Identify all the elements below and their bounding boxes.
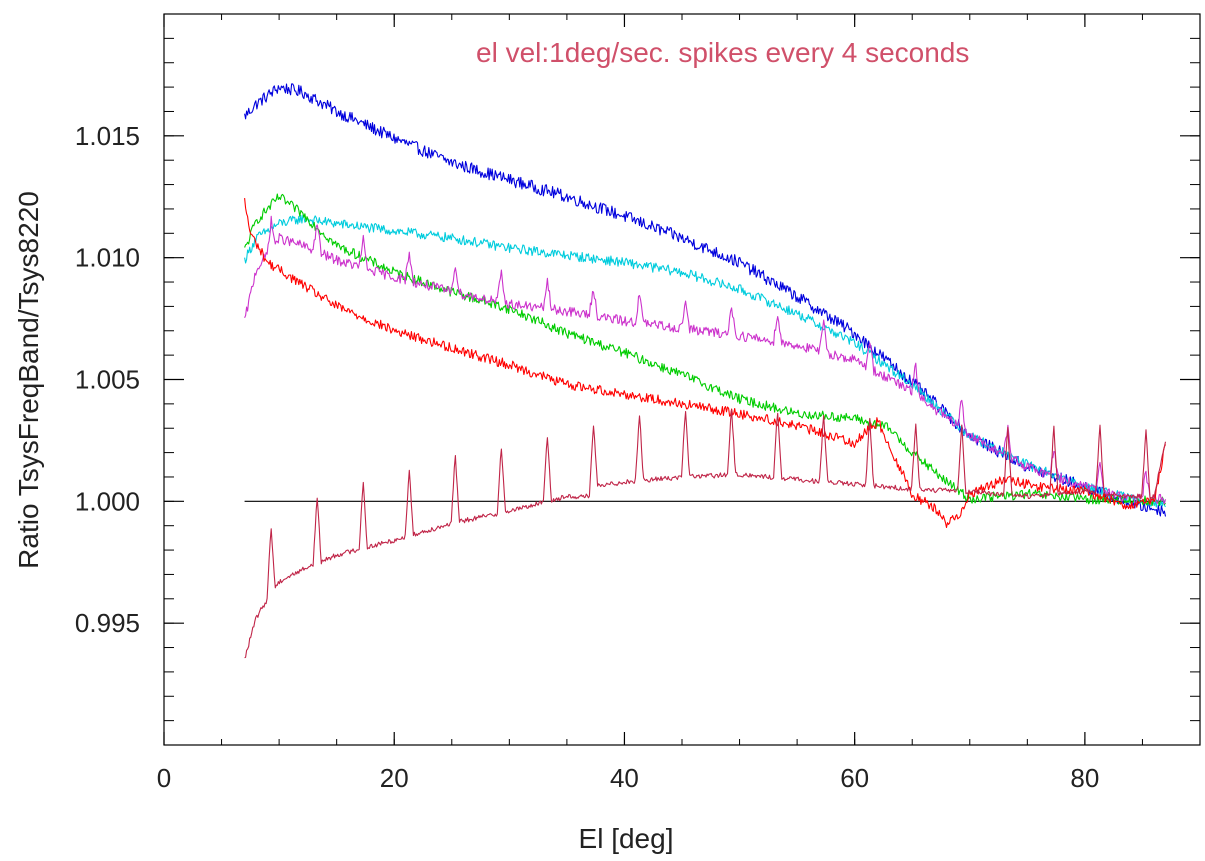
axis-ticks: 0 20 40 60 80 0.995 1.000 1.005 1.010 1.015 [75, 13, 1201, 793]
x-tick-label: 20 [380, 763, 409, 793]
series-lines [244, 83, 1167, 659]
series-line-4 [244, 215, 1167, 505]
plot-frame [163, 13, 1201, 746]
y-tick-label: 1.000 [75, 486, 140, 516]
x-tick-label: 0 [157, 763, 171, 793]
x-tick-label: 60 [840, 763, 869, 793]
chart-annotation: el vel:1deg/sec. spikes every 4 seconds [476, 37, 969, 68]
x-tick-label: 40 [610, 763, 639, 793]
x-tick-label: 80 [1070, 763, 1099, 793]
series-line-2 [244, 214, 1166, 508]
y-tick-label: 1.015 [75, 121, 140, 151]
x-axis-label: El [deg] [579, 823, 674, 854]
y-axis-label: Ratio TsysFreqBand/Tsys8220 [13, 191, 44, 569]
series-line-3 [244, 193, 1166, 507]
y-tick-label: 1.005 [75, 365, 140, 395]
series-line-1 [244, 83, 1167, 517]
series-line-6 [244, 409, 1167, 659]
y-tick-label: 0.995 [75, 608, 140, 638]
series-line-5 [244, 198, 1166, 529]
y-tick-label: 1.010 [75, 243, 140, 273]
